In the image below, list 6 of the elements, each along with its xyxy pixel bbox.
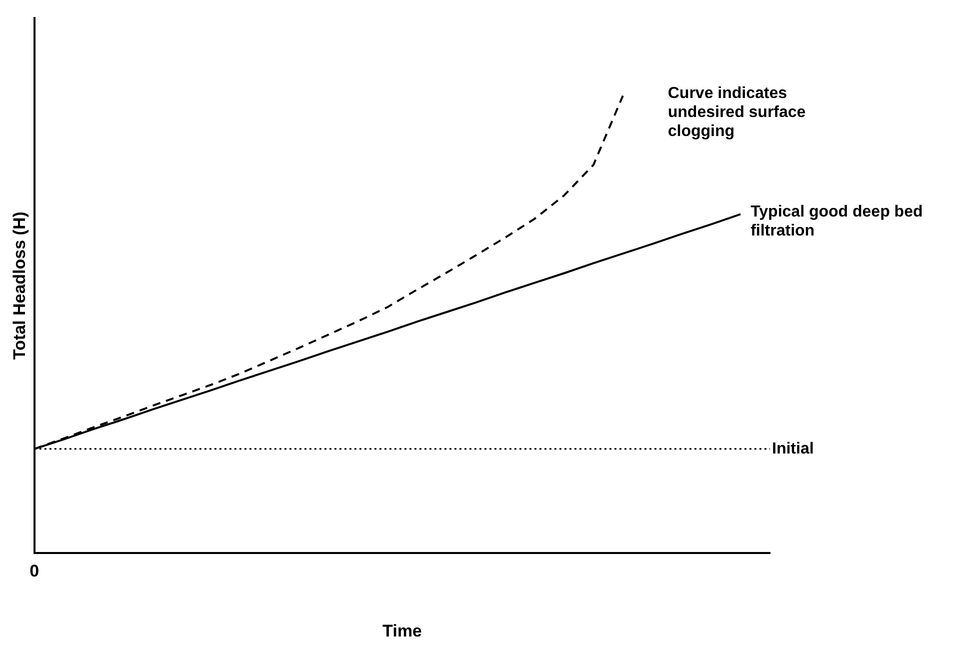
- x-axis-title: Time: [382, 621, 422, 640]
- y-axis-title: Total Headloss (H): [10, 212, 29, 360]
- series-label: Typical good deep bed filtration: [750, 204, 923, 240]
- text: 0: [30, 561, 40, 580]
- ref-line-label: Initial: [772, 440, 814, 458]
- text: Curve indicates undesired surface clogging: [668, 85, 806, 140]
